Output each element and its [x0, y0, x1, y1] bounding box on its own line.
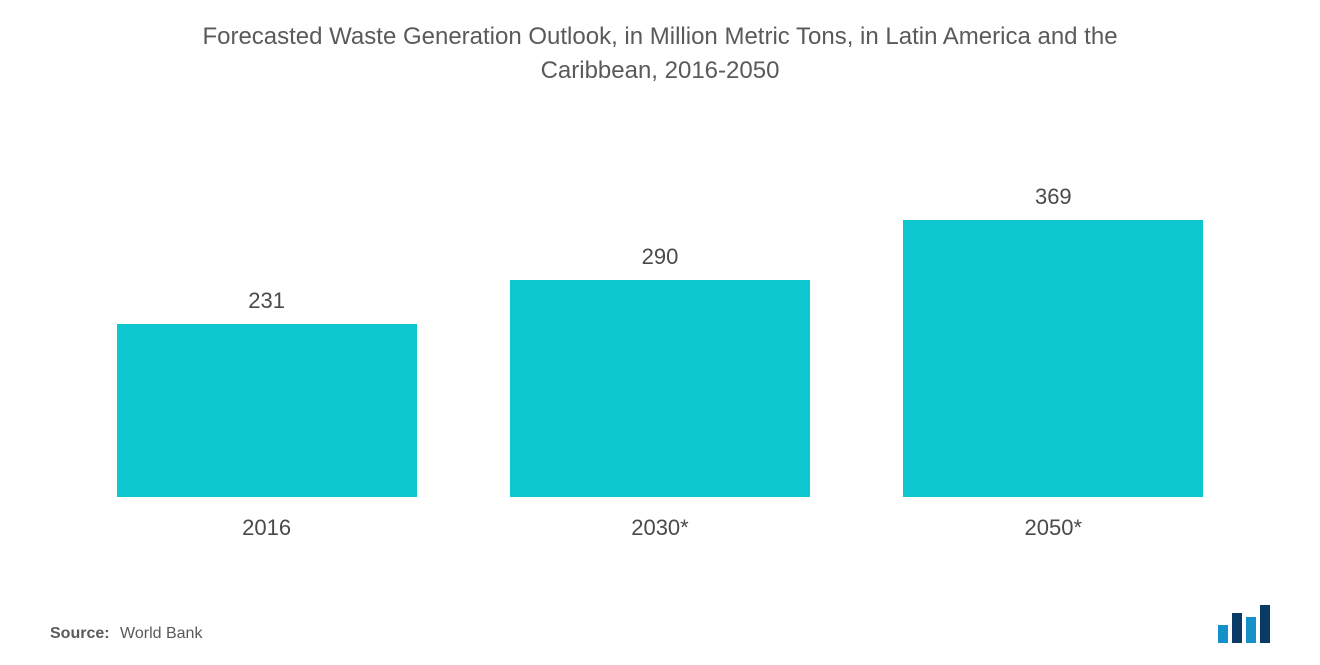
source-label: Source: [50, 625, 110, 642]
bar-group-2: 369 [903, 184, 1203, 497]
source-value: World Bank [120, 625, 202, 642]
chart-title: Forecasted Waste Generation Outlook, in … [110, 20, 1210, 87]
bar-value-label: 290 [642, 244, 679, 270]
bar-group-1: 290 [510, 244, 810, 498]
chart-plot-area: 231 290 369 [50, 167, 1270, 497]
bar-2 [903, 220, 1203, 497]
x-label-0: 2016 [117, 515, 417, 541]
x-axis-labels: 2016 2030* 2050* [50, 497, 1270, 541]
bar-value-label: 231 [248, 288, 285, 314]
bar-0 [117, 324, 417, 497]
source-citation: Source: World Bank [50, 625, 202, 643]
chart-footer: Source: World Bank [50, 605, 1270, 643]
bar-1 [510, 280, 810, 498]
x-label-2: 2050* [903, 515, 1203, 541]
bar-value-label: 369 [1035, 184, 1072, 210]
brand-logo-icon [1218, 605, 1270, 643]
x-label-1: 2030* [510, 515, 810, 541]
bar-group-0: 231 [117, 288, 417, 497]
